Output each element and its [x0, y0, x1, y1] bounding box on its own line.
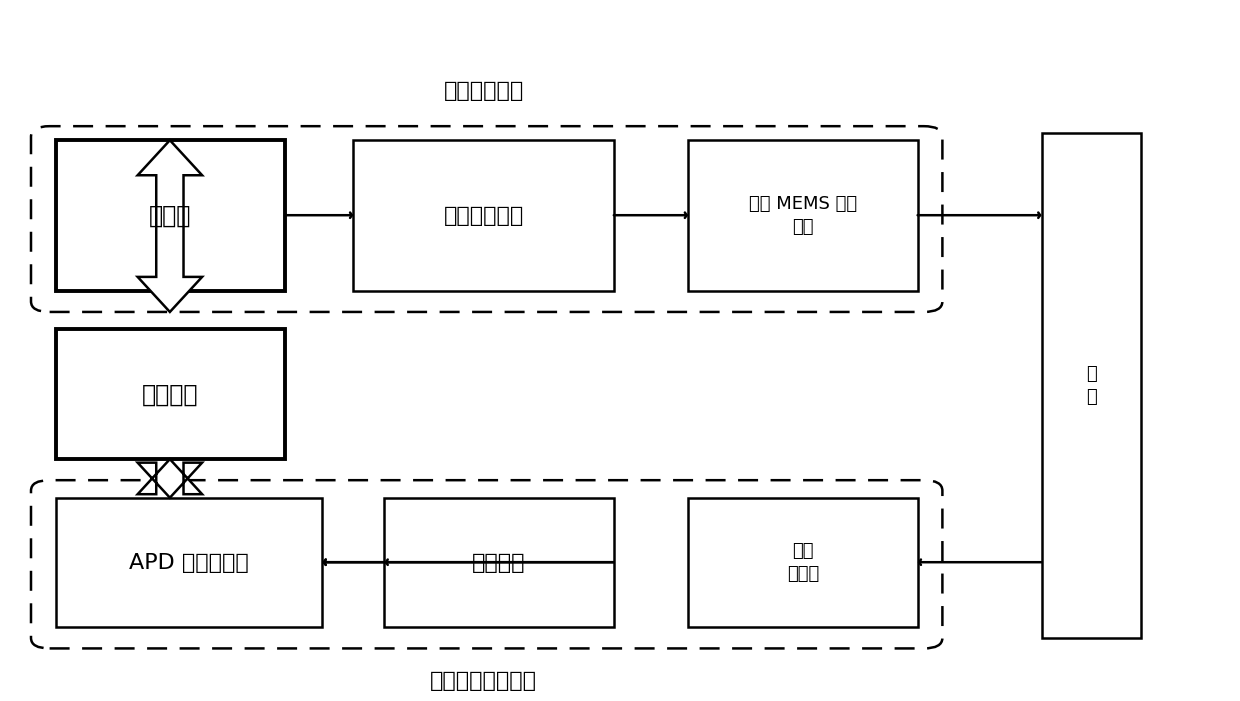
Text: 控制系统: 控制系统	[143, 382, 198, 407]
Bar	[688, 140, 918, 291]
Text: 接收镜头: 接收镜头	[472, 552, 526, 573]
Bar	[1042, 133, 1141, 638]
Bar	[56, 140, 285, 291]
Text: 二维 MEMS 扫描
振镜: 二维 MEMS 扫描 振镜	[749, 195, 857, 236]
Text: 激光器: 激光器	[149, 203, 192, 228]
Bar	[688, 498, 918, 627]
Text: APD 阵列探测器: APD 阵列探测器	[129, 552, 249, 573]
Text: 目
标: 目 标	[1086, 365, 1096, 407]
Bar	[56, 329, 285, 459]
Text: 激光准直系统: 激光准直系统	[444, 205, 523, 226]
Polygon shape	[138, 140, 202, 312]
Text: 激光发射系统: 激光发射系统	[444, 81, 523, 101]
Text: 窄带
滤光片: 窄带 滤光片	[786, 542, 820, 583]
Text: 激光信号接收系统: 激光信号接收系统	[430, 672, 537, 691]
Polygon shape	[138, 459, 202, 498]
Bar	[384, 498, 614, 627]
Bar	[353, 140, 614, 291]
Bar	[56, 498, 322, 627]
